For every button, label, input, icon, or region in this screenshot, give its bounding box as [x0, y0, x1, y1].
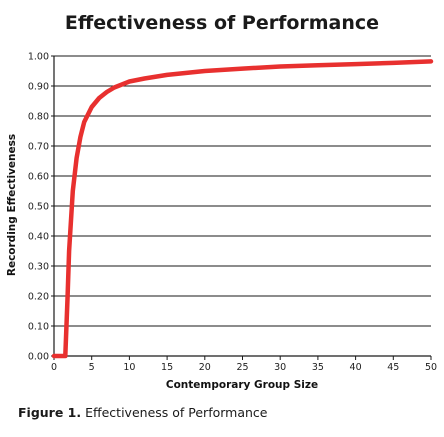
y-tick-label: 0.60 — [28, 172, 49, 183]
x-tick-label: 15 — [161, 362, 173, 373]
y-tick-label: 0.70 — [28, 142, 49, 153]
y-tick-label: 0.80 — [28, 112, 49, 123]
chart: 0.00 0.10 0.20 0.30 0.40 0.50 0.60 0.70 0.80 0.90… — [6, 52, 437, 392]
y-tick-label: 0.30 — [28, 262, 49, 273]
x-tick-label: 50 — [425, 362, 437, 373]
figure-caption-label: Figure 1. — [18, 405, 82, 420]
y-tick-label: 1.00 — [28, 52, 49, 63]
y-tick-label: 0.50 — [28, 202, 49, 213]
x-tick-label: 30 — [274, 362, 286, 373]
y-tick-label: 0.40 — [28, 232, 49, 243]
x-tick-label: 0 — [51, 362, 57, 373]
x-tick-label: 25 — [236, 362, 248, 373]
y-axis-label: Recording Effectiveness — [6, 134, 18, 276]
x-tick-label: 35 — [312, 362, 324, 373]
y-tick-label: 0.00 — [28, 352, 49, 363]
grid-lines — [54, 55, 431, 357]
x-tick-label: 5 — [89, 362, 95, 373]
x-axis-label: Contemporary Group Size — [166, 379, 318, 391]
x-tick-label: 20 — [199, 362, 211, 373]
x-tick-label: 40 — [350, 362, 362, 373]
series-line-1 — [51, 59, 434, 359]
x-tick-label: 45 — [387, 362, 399, 373]
figure-caption-text: Effectiveness of Performance — [85, 405, 268, 420]
x-tick-label: 10 — [123, 362, 135, 373]
series-group — [51, 59, 434, 359]
figure-caption: Figure 1. Effectiveness of Performance — [18, 405, 268, 420]
chart-title: Effectiveness of Performance — [64, 12, 380, 34]
y-tick-label: 0.20 — [28, 292, 49, 303]
y-axis-ticks: 0.00 0.10 0.20 0.30 0.40 0.50 0.60 0.70 0.80 0.90… — [28, 52, 54, 363]
y-tick-label: 0.10 — [28, 322, 49, 333]
x-axis-ticks: 0 5 10 15 20 25 30 35 40 45 50 — [51, 356, 437, 373]
y-tick-label: 0.90 — [28, 82, 49, 93]
